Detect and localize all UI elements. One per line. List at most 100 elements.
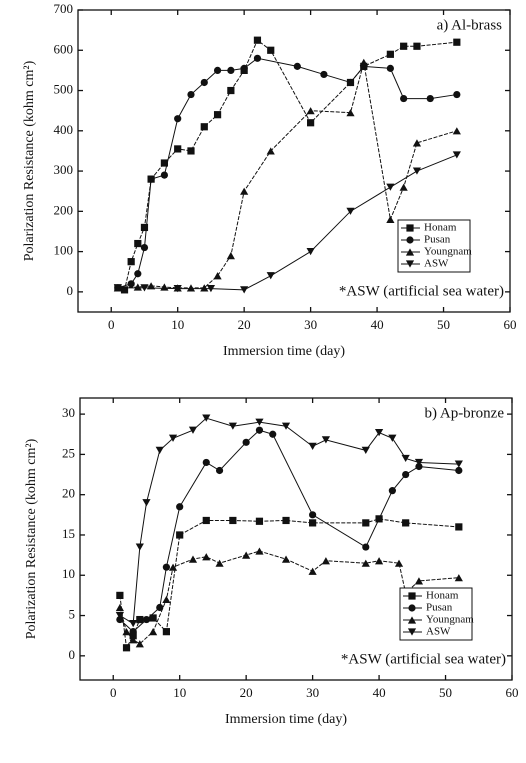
marker [229,516,237,525]
marker [321,557,331,565]
marker [186,284,196,292]
marker [213,66,222,74]
marker [122,644,131,652]
y-tick-label: 25 [62,445,75,460]
marker [187,90,195,99]
legend-marker [406,224,414,232]
x-tick-label: 50 [437,317,450,332]
marker [213,111,222,119]
marker [402,519,410,527]
x-tick-label: 40 [371,317,384,332]
legend-marker [407,628,417,636]
marker [255,517,264,525]
plot-frame [77,9,511,313]
marker [266,272,275,280]
marker [162,628,170,636]
marker [116,615,124,624]
x-tick-label: 20 [240,685,253,700]
marker [140,223,149,232]
plot-frame [79,397,513,681]
marker [452,127,461,135]
y-tick-label: 600 [54,41,74,56]
marker [135,640,144,648]
legend-label: Honam [424,222,457,234]
legend-label: ASW [424,258,449,270]
marker [412,139,422,147]
marker [414,577,424,585]
marker [308,567,317,575]
marker [394,559,404,567]
marker [160,171,168,179]
marker [293,62,301,70]
marker [400,42,408,50]
marker [200,284,209,292]
marker [361,446,370,454]
marker [129,620,138,628]
y-tick-label: 500 [54,82,74,97]
y-axis-label: Polarization Resistance (kohm cm²) [24,438,39,639]
marker [453,38,461,46]
marker [129,628,137,636]
marker [309,519,317,527]
marker [227,86,235,95]
marker [136,615,144,624]
marker [202,414,211,422]
marker [215,559,224,567]
marker [255,426,264,434]
marker [187,147,195,155]
x-tick-label: 60 [506,685,519,700]
y-tick-label: 30 [62,405,75,420]
marker [140,284,149,292]
marker [388,487,396,495]
marker [213,272,222,280]
marker [162,563,170,571]
marker [266,147,275,155]
marker [147,175,155,183]
marker [202,553,211,561]
marker [188,426,198,434]
marker [320,70,328,79]
marker [454,460,463,468]
marker [113,284,122,292]
y-tick-label: 0 [67,283,74,298]
marker [255,547,264,555]
marker [321,436,331,444]
marker [306,107,315,115]
marker [452,151,461,159]
marker [386,64,394,72]
legend-label: Honam [426,590,459,602]
annotation: *ASW (artificial sea water) [341,651,506,667]
marker [129,632,137,640]
marker [155,446,164,454]
marker [174,115,182,123]
marker [412,167,422,175]
marker [359,58,368,66]
legend-marker [408,604,416,612]
y-tick-label: 400 [54,122,74,137]
marker [255,418,264,426]
marker [242,551,251,559]
marker [122,628,131,636]
marker [156,603,164,612]
marker [120,286,129,294]
marker [281,422,291,430]
marker [134,239,142,248]
x-tick-label: 10 [171,317,184,332]
y-tick-label: 0 [69,647,76,662]
marker [253,54,262,62]
marker [306,248,315,256]
legend-marker [405,248,415,256]
legend-label: Pusan [426,602,453,614]
marker [346,109,355,117]
marker [188,555,198,563]
x-tick-label: 30 [306,685,319,700]
marker [215,466,224,475]
marker [134,270,142,278]
marker [240,286,249,294]
marker [253,36,262,44]
y-tick-label: 15 [62,526,75,541]
marker [228,422,237,430]
marker [176,503,184,511]
x-tick-label: 0 [108,317,115,332]
legend-label: Youngnam [426,614,474,626]
